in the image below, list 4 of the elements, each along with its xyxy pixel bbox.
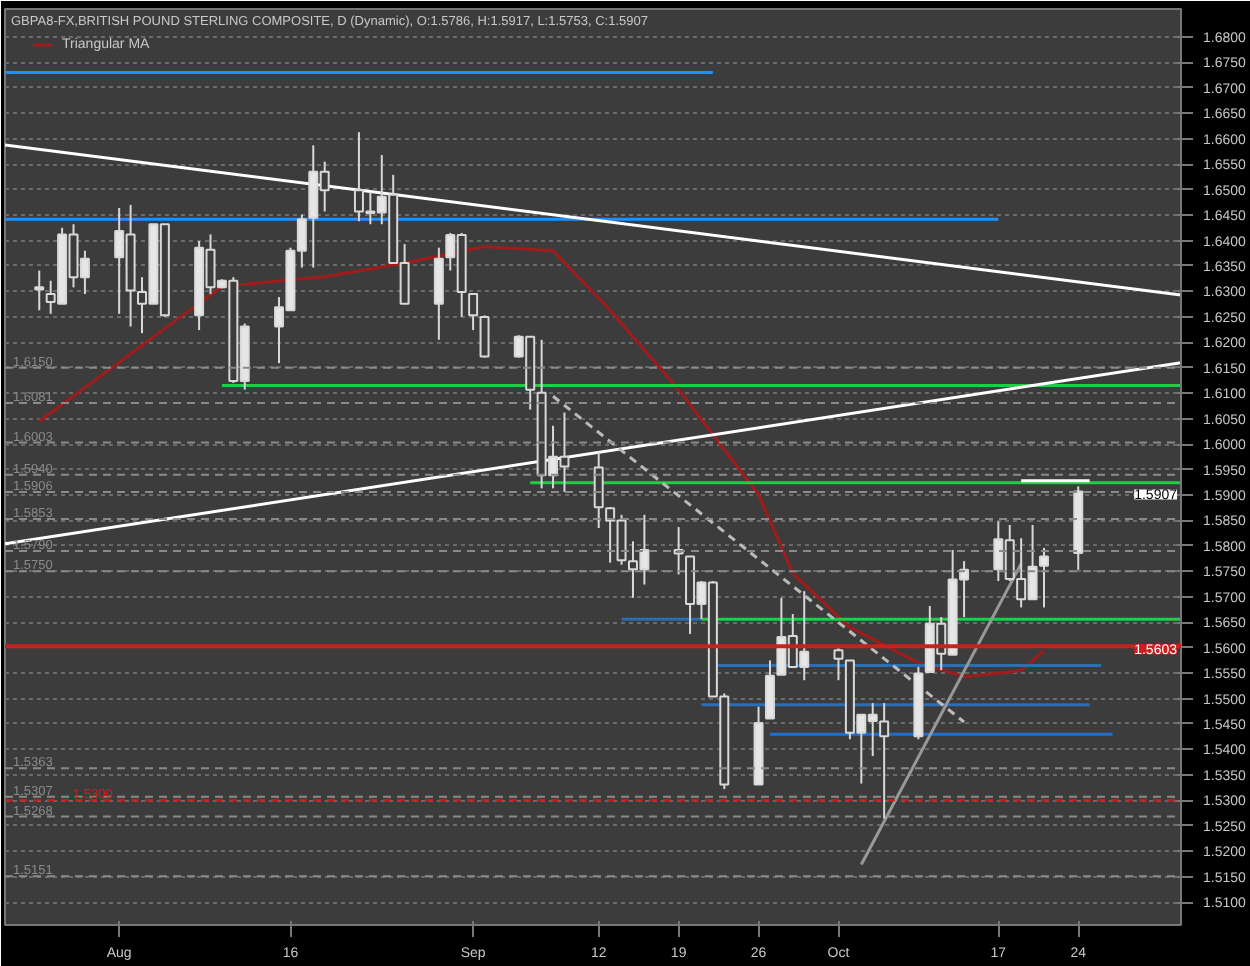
candlestick [468, 292, 479, 332]
candlestick [479, 314, 490, 359]
candlestick [433, 246, 444, 341]
candlestick [34, 269, 45, 312]
